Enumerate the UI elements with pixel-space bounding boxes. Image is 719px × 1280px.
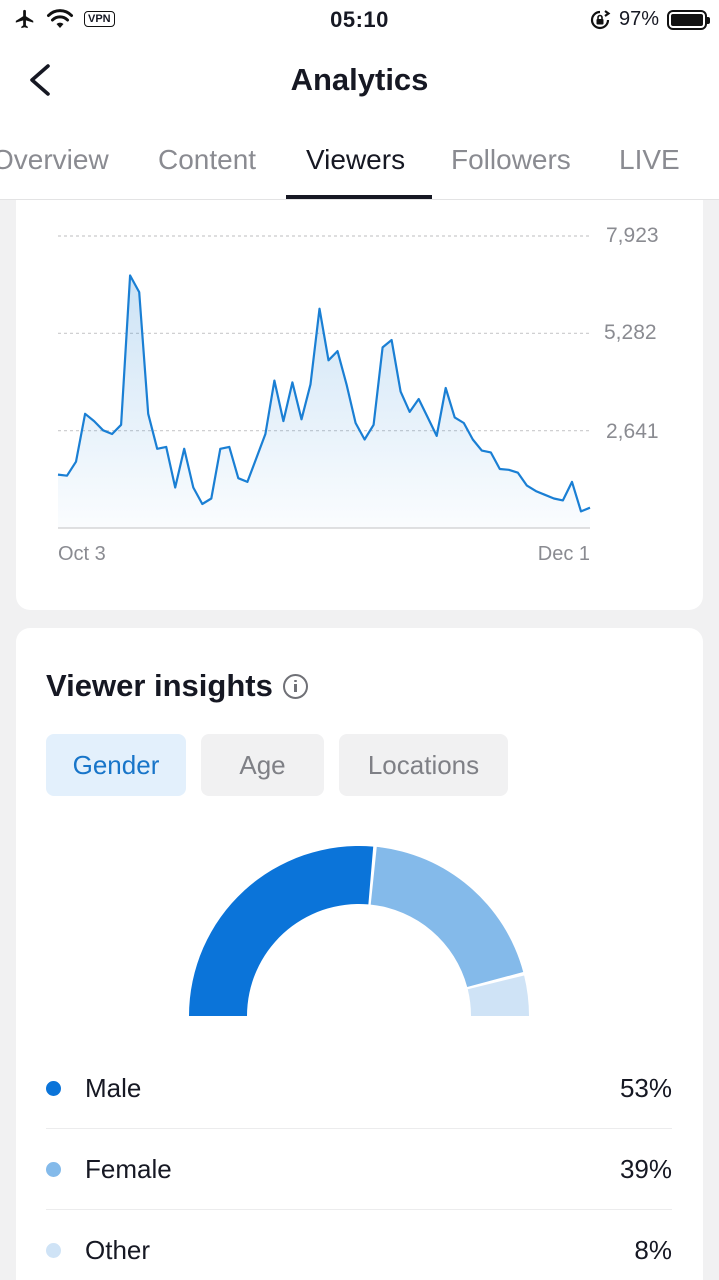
other-segment <box>467 975 529 1016</box>
battery-icon <box>667 9 710 30</box>
chart-series-line <box>57 274 591 513</box>
legend-label: Female <box>85 1153 172 1184</box>
legend-row-female: Female 39% <box>46 1129 672 1210</box>
legend-row-male: Male 53% <box>46 1048 672 1129</box>
legend-value: 8% <box>634 1235 672 1265</box>
insight-filter-chips: Gender Age Locations <box>46 734 508 796</box>
legend-row-other: Other 8% <box>46 1210 672 1280</box>
y-tick-label: 2,641 <box>606 420 659 443</box>
male-dot <box>46 1080 61 1096</box>
rotation-lock-icon <box>590 9 611 29</box>
y-tick-label: 7,923 <box>606 224 659 247</box>
legend-value: 53% <box>619 1072 672 1103</box>
viewer-insights-title: Viewer insights <box>46 668 273 703</box>
gender-legend: Male 53% Female 39% Other 8% <box>46 1048 672 1280</box>
other-dot <box>46 1243 61 1258</box>
female-dot <box>46 1161 61 1177</box>
tab-overview[interactable]: Overview <box>0 144 109 175</box>
status-left: VPN <box>14 8 115 30</box>
y-tick-label: 5,282 <box>604 321 657 344</box>
viewers-chart-card: 7,923 5,282 2,641 Oct 3 Dec 1 <box>16 200 703 610</box>
viewer-insights-card: Viewer insights Gender Age Locations Mal… <box>16 628 703 1280</box>
male-segment <box>189 846 374 1016</box>
status-bar: VPN 05:10 97% <box>0 0 719 40</box>
tab-content[interactable]: Content <box>158 144 257 175</box>
viewer-insights-heading: Viewer insights <box>46 668 308 704</box>
page-header: Analytics <box>0 40 719 122</box>
x-end-label: Dec 1 <box>538 543 590 565</box>
tab-followers[interactable]: Followers <box>451 144 571 175</box>
x-start-label: Oct 3 <box>58 543 106 565</box>
status-time: 05:10 <box>330 7 389 32</box>
status-right: 97% <box>589 8 710 31</box>
viewers-line-chart: 7,923 5,282 2,641 Oct 3 Dec 1 <box>57 224 659 565</box>
chart-area-fill <box>58 275 590 528</box>
vpn-badge: VPN <box>84 11 115 27</box>
battery-percent: 97% <box>618 8 659 30</box>
page-title: Analytics <box>290 62 429 97</box>
back-icon[interactable] <box>24 60 60 100</box>
legend-label: Male <box>85 1072 142 1103</box>
female-segment <box>370 846 524 988</box>
airplane-icon <box>15 9 34 29</box>
info-icon[interactable] <box>282 673 308 699</box>
legend-value: 39% <box>619 1153 672 1184</box>
active-tab-indicator <box>286 195 432 199</box>
tab-live[interactable]: LIVE <box>619 144 680 175</box>
chip-age[interactable]: Age <box>201 734 324 796</box>
wifi-icon <box>47 9 73 28</box>
chip-locations[interactable]: Locations <box>339 734 508 796</box>
chip-gender[interactable]: Gender <box>46 734 186 796</box>
legend-label: Other <box>85 1235 151 1265</box>
gender-half-donut-chart <box>189 846 529 1016</box>
tab-bar: Overview Content Viewers Followers LIVE <box>0 122 719 200</box>
tab-viewers[interactable]: Viewers <box>306 144 406 175</box>
